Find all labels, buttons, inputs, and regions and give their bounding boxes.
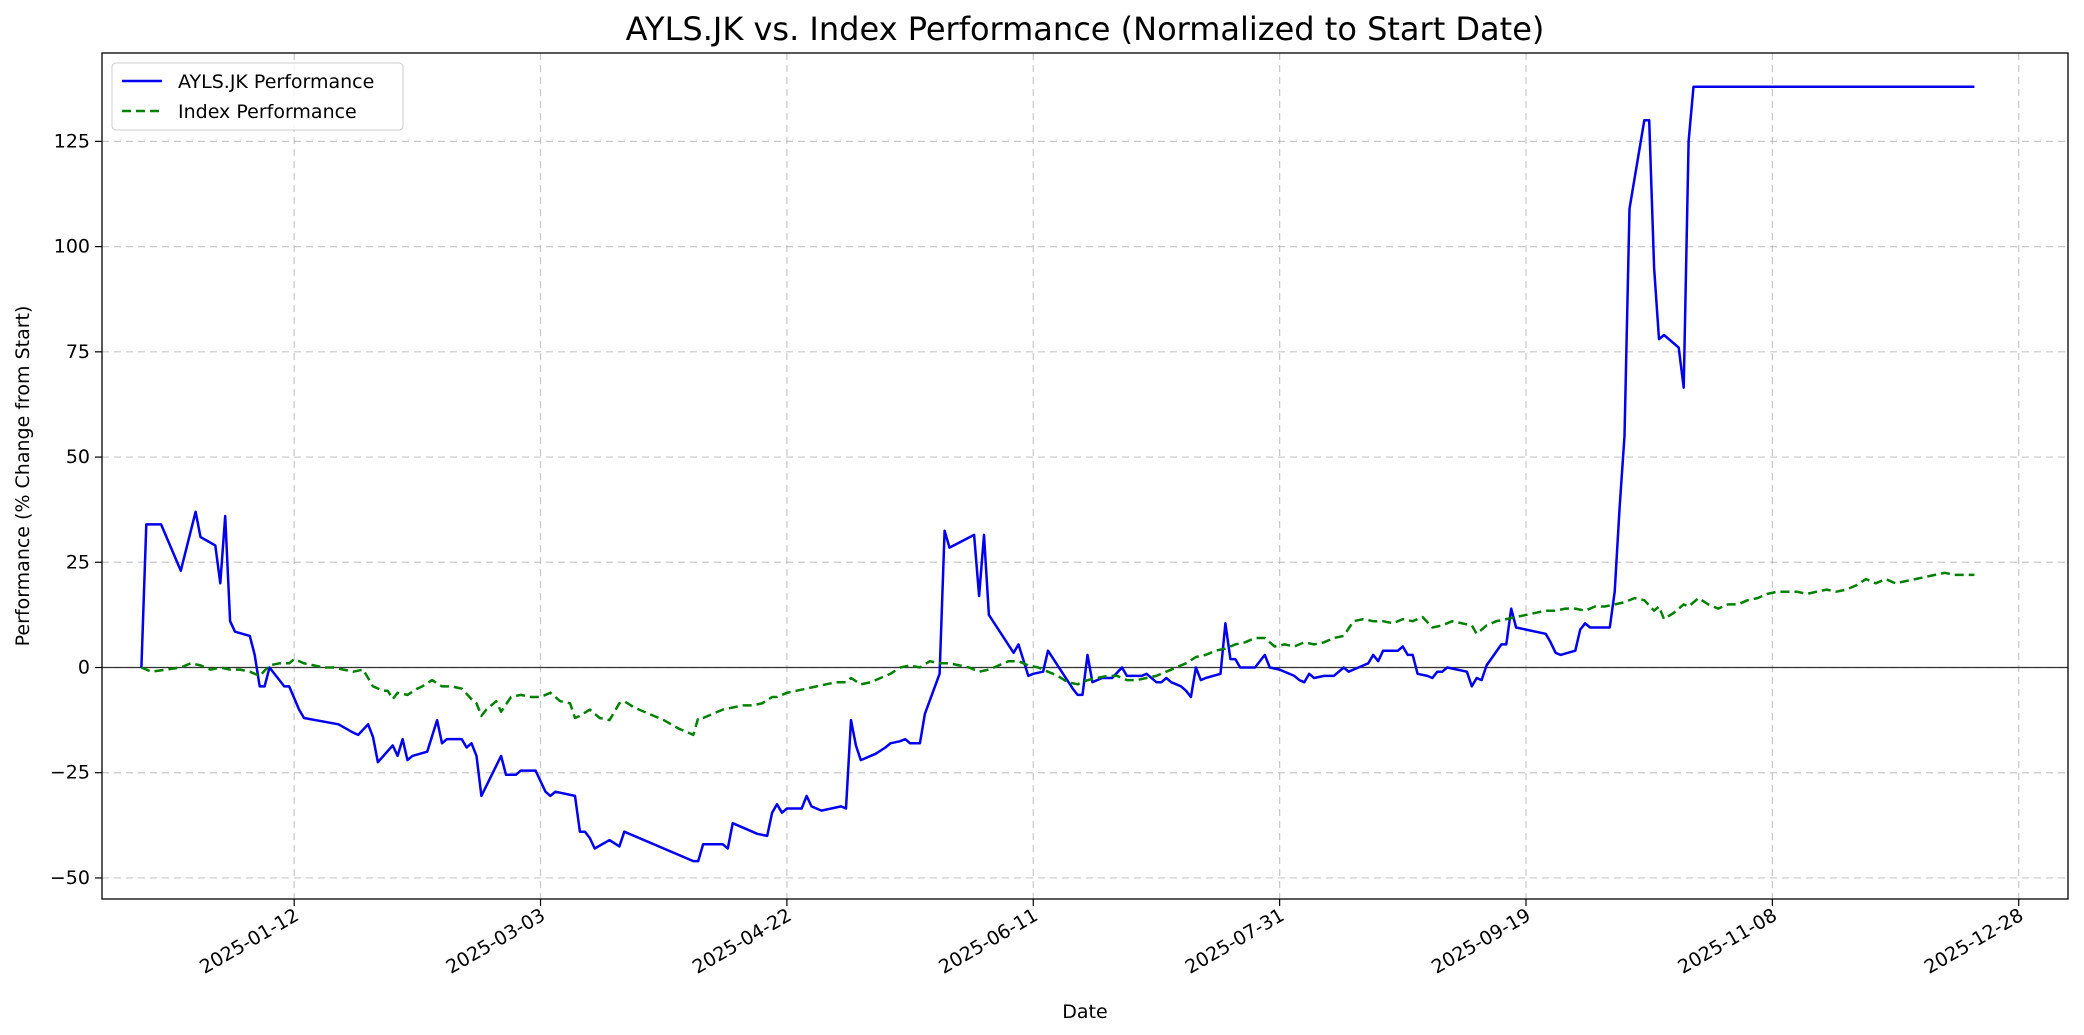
legend: AYLS.JK Performance Index Performance (111, 62, 404, 131)
legend-label-ayls: AYLS.JK Performance (178, 71, 374, 93)
x-tick-label-4: 2025-07-31 (1182, 904, 1289, 978)
plot-frame (101, 52, 2069, 900)
y-axis-ticks: −50 −25 0 25 50 75 100 125 (50, 130, 102, 889)
y-tick-label-1: −25 (50, 762, 90, 784)
y-tick-label-0: −50 (50, 867, 90, 889)
legend-label-index: Index Performance (178, 101, 357, 123)
y-tick-label-2: 0 (78, 657, 90, 679)
y-tick-label-6: 100 (54, 236, 90, 258)
y-tick-label-5: 75 (66, 341, 90, 363)
y-tick-label-4: 50 (66, 446, 90, 468)
series-line-1 (140, 571, 1975, 737)
series-line-0 (140, 85, 1975, 863)
y-tick-label-3: 25 (66, 551, 90, 573)
x-tick-label-7: 2025-12-28 (1921, 904, 2028, 978)
x-axis-ticks: 2025-01-12 2025-03-03 2025-04-22 2025-06-11… (196, 899, 2027, 979)
x-axis-label: Date (1062, 1001, 1107, 1023)
grid-lines (102, 53, 2068, 899)
x-tick-label-5: 2025-09-19 (1428, 904, 1535, 978)
x-tick-label-6: 2025-11-08 (1674, 904, 1781, 978)
y-tick-label-7: 125 (54, 130, 90, 152)
series-group (140, 85, 1975, 863)
x-tick-label-0: 2025-01-12 (196, 904, 303, 978)
y-axis-label: Performance (% Change from Start) (12, 306, 34, 647)
legend-box (111, 62, 404, 131)
x-tick-label-3: 2025-06-11 (935, 904, 1042, 978)
chart-title: AYLS.JK vs. Index Performance (Normalize… (626, 10, 1545, 48)
x-tick-label-2: 2025-04-22 (689, 904, 796, 978)
x-tick-label-1: 2025-03-03 (442, 904, 549, 978)
